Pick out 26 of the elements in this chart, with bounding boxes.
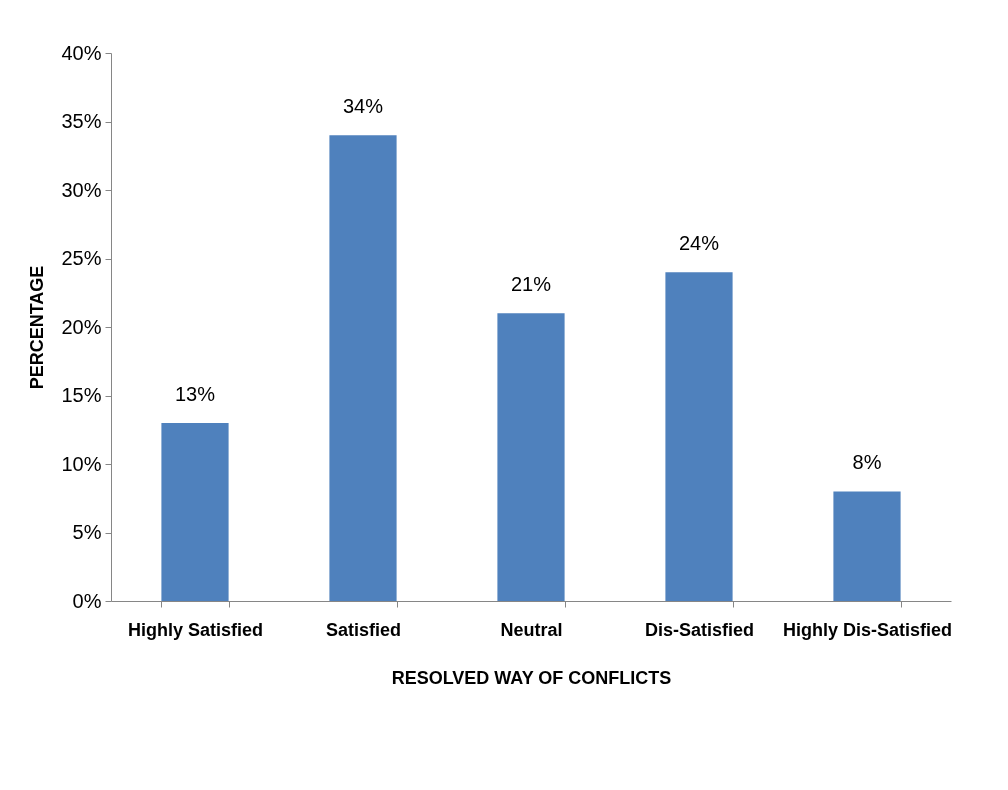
y-tick-label: 40% [61,41,102,64]
data-label: 21% [510,273,552,296]
y-axis-title: PERCENTAGE [27,265,48,390]
y-tick-label: 35% [61,110,102,132]
x-tick-label: Highly Dis-Satisfied [782,619,953,640]
y-tick-label: 25% [61,247,102,269]
x-tick-label: Satisfied [325,619,402,640]
bar [665,272,733,601]
y-tick-label: 0% [72,589,102,612]
bar [833,491,901,601]
bar [329,135,397,601]
y-tick-label: 15% [61,384,102,406]
x-axis-title: RESOLVED WAY OF CONFLICTS [391,667,672,688]
x-tick-label: Highly Satisfied [127,619,264,640]
y-tick-label: 20% [61,315,102,338]
y-tick-label: 5% [72,521,102,543]
data-label: 8% [852,451,882,474]
x-tick-label: Neutral [500,619,563,640]
bar [161,422,229,601]
data-label: 13% [174,382,216,405]
data-label: 34% [342,95,384,118]
data-label: 24% [678,232,720,255]
x-tick-label: Dis-Satisfied [644,619,755,640]
y-tick-label: 30% [61,178,102,201]
y-tick-label: 10% [61,452,102,475]
bar [497,313,565,601]
